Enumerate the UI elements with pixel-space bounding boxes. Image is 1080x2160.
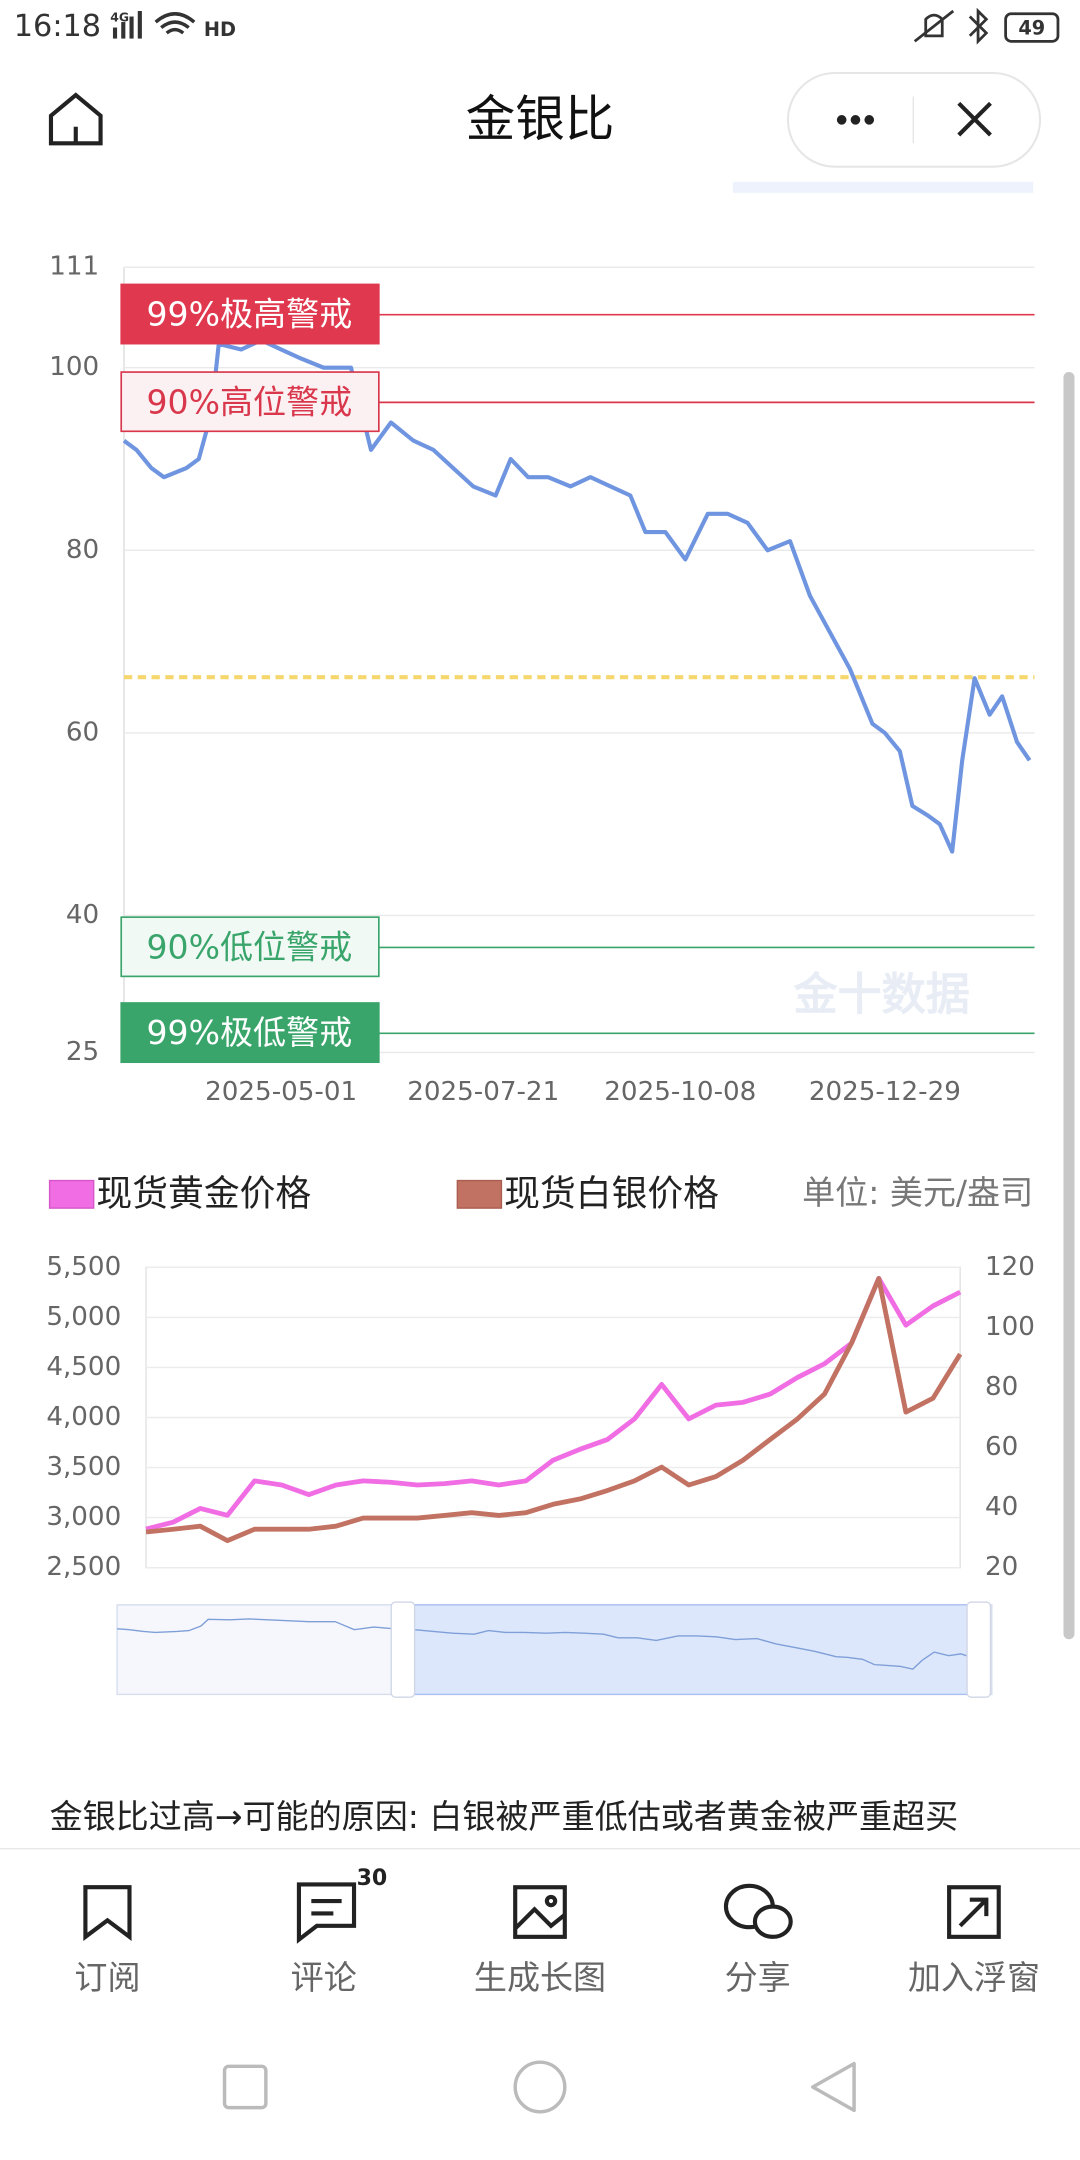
comment-icon [296, 1882, 357, 1944]
threshold-label: 99%极低警戒 [147, 1013, 353, 1052]
watermark: 金十数据 [792, 969, 969, 1020]
y2-tick-label: 120 [985, 1252, 1035, 1282]
toolbar-label: 订阅 [74, 1958, 140, 1997]
mini-chart [117, 1618, 988, 1670]
legend-swatch [456, 1179, 503, 1209]
price-line [145, 1275, 962, 1532]
x-tick-label: 2025-05-01 [205, 1077, 357, 1107]
mute-icon [913, 9, 955, 43]
status-hd: HD [204, 18, 236, 41]
toolbar-label: 加入浮窗 [908, 1958, 1040, 1997]
float-icon [947, 1885, 1001, 1939]
y2-tick-label: 40 [985, 1492, 1018, 1522]
nav-back[interactable] [811, 2061, 856, 2113]
range-selection [401, 1604, 979, 1696]
threshold-box [120, 371, 380, 433]
toolbar-label: 分享 [725, 1958, 791, 1997]
nav-recents[interactable] [222, 2064, 268, 2110]
threshold-box [120, 283, 380, 345]
signal-icon [112, 11, 142, 39]
y-tick-label: 40 [66, 900, 99, 930]
legend-swatch [48, 1179, 95, 1209]
y-tick-label: 100 [49, 352, 99, 382]
range-handle[interactable] [390, 1601, 416, 1698]
share-icon [723, 1883, 793, 1939]
y-tick-label: 80 [66, 535, 99, 565]
x-tick-label: 2025-12-29 [809, 1077, 961, 1107]
toolbar: 订阅 评论 30 生成长图 分享 加入浮窗 [74, 1866, 1040, 1997]
threshold-box [120, 1002, 380, 1064]
bluetooth-icon [968, 7, 989, 45]
home-button[interactable] [48, 92, 103, 146]
y-tick-label: 60 [66, 717, 99, 747]
tab-indicator [732, 181, 1034, 193]
y2-tick-label: 60 [985, 1432, 1018, 1462]
toolbar-label: 生成长图 [474, 1958, 606, 1997]
threshold-box-tint [121, 917, 379, 977]
y2-tick-label: 100 [985, 1312, 1035, 1342]
y-tick-label: 25 [66, 1037, 99, 1067]
y-tick-label: 3,500 [46, 1452, 121, 1482]
x-tick-label: 2025-07-21 [407, 1077, 559, 1107]
nav-home[interactable] [513, 2060, 567, 2114]
mini-line [117, 1618, 988, 1670]
x-tick-label: 2025-10-08 [604, 1077, 756, 1107]
price-line [145, 1276, 963, 1544]
y-tick-label: 3,000 [46, 1502, 121, 1532]
image-icon [513, 1885, 567, 1939]
y-tick-label: 4,000 [46, 1402, 121, 1432]
threshold-box-tint [121, 372, 379, 432]
status-time: 16:18 [14, 9, 101, 44]
comment-badge: 30 [357, 1866, 388, 1891]
y2-tick-label: 20 [985, 1552, 1018, 1582]
toolbar-label: 评论 [291, 1958, 357, 1997]
ratio-line [122, 338, 1032, 854]
unit-label: 单位: 美元/盎司 [802, 1173, 1033, 1212]
wifi-icon [154, 12, 196, 35]
header-title: 金银比 [466, 90, 615, 148]
y-tick-label: 5,000 [46, 1302, 121, 1332]
range-handle[interactable] [966, 1601, 992, 1698]
y-tick-label: 111 [49, 252, 99, 282]
scrollbar [1063, 371, 1075, 1640]
price-chart: 2,500 3,000 3,500 4,000 4,500 5,000 5,500 20 40 6… [46, 1252, 1035, 1582]
subscribe-icon [83, 1885, 132, 1941]
analysis-text: 金银比过高→可能的原因: 白银被严重低估或者黄金被严重超买 [50, 1797, 959, 1836]
battery-level: 49 [1018, 16, 1045, 39]
ratio-chart: 25 40 60 80 100 111 2025-05-01 2025-07-21 2025-1… [49, 252, 1035, 1107]
y-tick-label: 4,500 [46, 1352, 121, 1382]
threshold-label: 90%高位警戒 [147, 382, 353, 421]
more-button[interactable] [836, 115, 875, 125]
y-tick-label: 2,500 [46, 1552, 121, 1582]
battery-icon [1004, 12, 1060, 43]
legend-label: 现货白银价格 [504, 1174, 719, 1215]
threshold-label: 90%低位警戒 [147, 927, 353, 966]
y-tick-label: 5,500 [46, 1252, 121, 1282]
status-network: 4G [110, 9, 129, 24]
threshold-box [120, 916, 380, 978]
legend-label: 现货黄金价格 [96, 1174, 311, 1215]
y2-tick-label: 80 [985, 1372, 1018, 1402]
threshold-label: 99%极高警戒 [147, 295, 353, 334]
close-button[interactable] [957, 101, 992, 137]
